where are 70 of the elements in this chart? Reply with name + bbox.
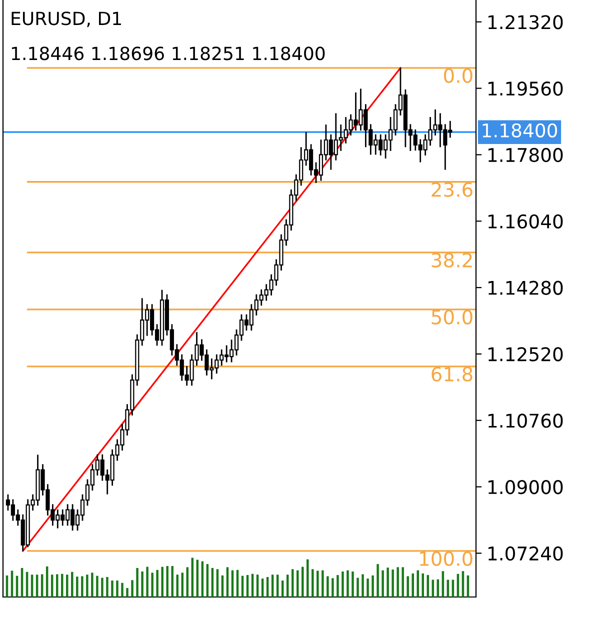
bar <box>91 572 94 597</box>
y-tick-label: 1.21320 <box>488 15 563 30</box>
text: EURUSD, D1 <box>12 12 121 28</box>
bar <box>131 580 134 597</box>
bar <box>306 559 309 597</box>
bar <box>396 567 399 597</box>
bar <box>81 576 84 597</box>
bar <box>432 580 434 597</box>
bar <box>416 570 420 597</box>
bar <box>382 570 384 597</box>
y-tick-label: 1.14280 <box>488 280 563 295</box>
y-tick-label: 1.16040 <box>488 214 563 229</box>
bar <box>111 580 114 597</box>
bar <box>352 572 354 597</box>
bar <box>116 580 118 597</box>
annotation: 50.0 <box>432 310 472 324</box>
bar <box>446 580 450 597</box>
bar <box>166 566 168 597</box>
bar <box>452 580 454 597</box>
bar <box>346 570 349 597</box>
bar <box>101 578 104 597</box>
bar <box>61 574 64 597</box>
bar <box>316 570 319 597</box>
bar <box>362 574 364 597</box>
y-tick-label: 1.09000 <box>488 480 563 494</box>
bar <box>171 566 174 597</box>
bar <box>156 570 158 597</box>
bar <box>312 569 314 597</box>
bar <box>126 588 128 597</box>
bar <box>386 568 389 597</box>
bar <box>336 575 339 597</box>
bar <box>161 566 164 597</box>
y-tick-label: 1.07240 <box>488 546 563 561</box>
bar <box>141 572 144 597</box>
bar <box>406 576 409 597</box>
bar <box>71 572 74 597</box>
bar <box>136 568 138 597</box>
bar <box>106 577 108 597</box>
bar <box>296 570 299 597</box>
bar <box>376 564 379 597</box>
bar <box>366 578 369 597</box>
ref-line-label: 1.18400 <box>482 123 558 138</box>
bar <box>412 573 414 597</box>
bar <box>402 567 404 597</box>
bar <box>302 566 304 597</box>
annotation: 0.0 <box>444 68 472 83</box>
text: 1.18446 1.18696 1.18251 1.18400 <box>12 46 325 60</box>
bar <box>121 582 124 597</box>
y-tick-label: 1.19560 <box>488 82 563 96</box>
bar <box>356 578 359 597</box>
bar <box>372 575 374 597</box>
bar <box>76 576 78 597</box>
bar <box>342 572 344 597</box>
bar <box>66 574 68 597</box>
bar <box>86 574 88 597</box>
bar <box>151 572 154 597</box>
bar <box>322 570 324 597</box>
bar <box>96 576 98 597</box>
annotation: 38.2 <box>432 252 472 268</box>
bar <box>146 566 148 597</box>
bar <box>332 578 334 597</box>
bar <box>392 570 394 597</box>
annotation: 23.6 <box>432 182 472 197</box>
annotation: 61.8 <box>432 366 472 382</box>
y-tick-label: 1.17800 <box>488 148 563 162</box>
bar <box>176 574 178 597</box>
bar <box>326 576 329 597</box>
y-tick-label: 1.10760 <box>488 414 563 428</box>
y-tick-label: 1.12520 <box>488 347 563 362</box>
annotation: 100.0 <box>420 551 472 566</box>
